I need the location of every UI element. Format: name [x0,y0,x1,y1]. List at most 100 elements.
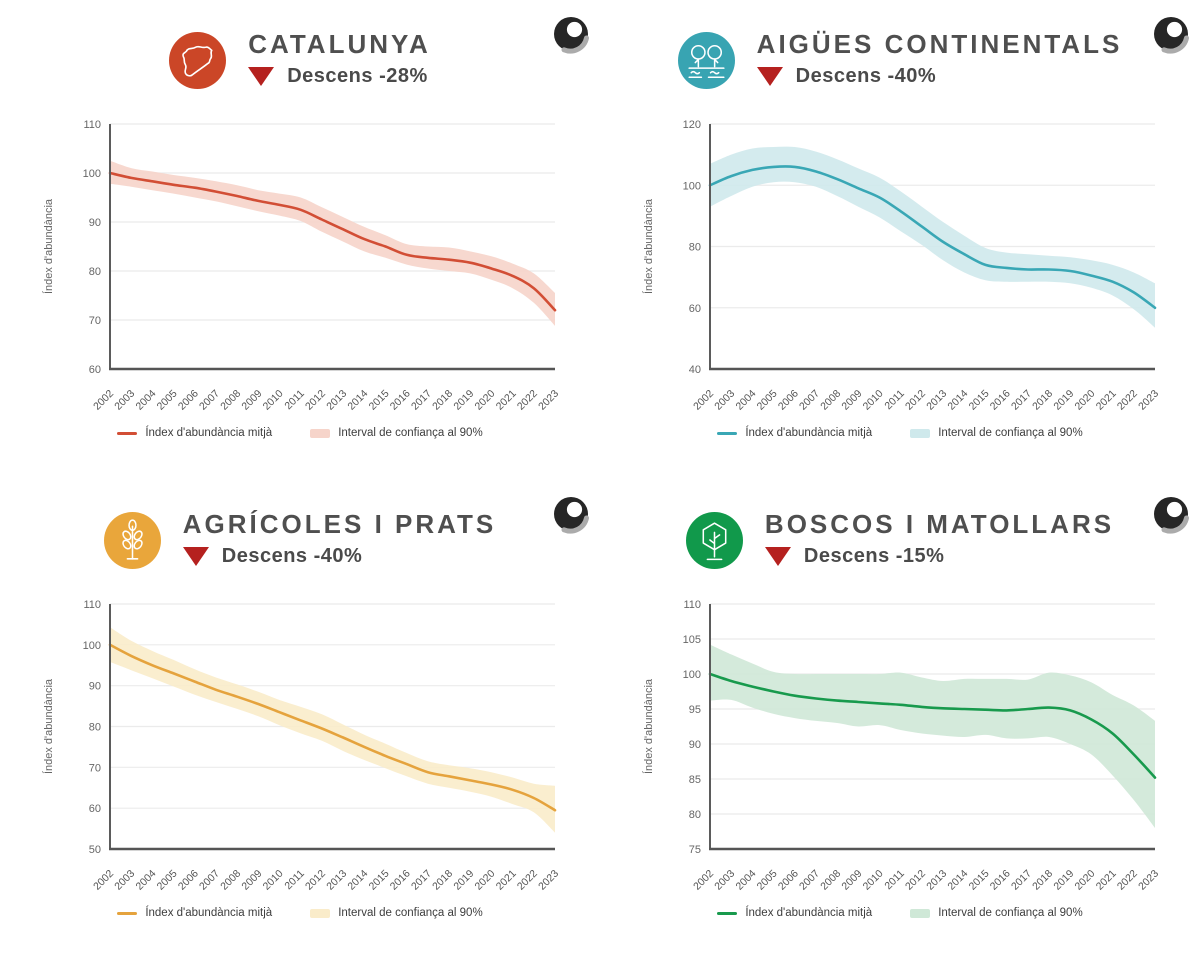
panel-header: AGRÍCOLES I PRATS Descens -40% [0,510,600,569]
svg-text:100: 100 [683,180,701,192]
abundance-chart-boscos: 75 80 85 90 95 100 105 110 2002 2003 2004 2005 2006 2… [635,592,1165,927]
legend-line-label: Índex d'abundància mitjà [745,907,873,919]
svg-text:75: 75 [689,844,701,856]
svg-text:2020: 2020 [1073,868,1098,893]
svg-text:2023: 2023 [1136,388,1161,413]
legend-line-item: Índex d'abundància mitjà [717,427,872,439]
svg-text:2014: 2014 [345,388,370,413]
svg-text:100: 100 [683,669,701,681]
abundance-chart-agricoles: 50 60 70 80 90 100 110 2002 2003 2004 2005 2006 2007… [35,592,565,927]
svg-text:90: 90 [689,739,701,751]
panel-header: AIGÜES CONTINENTALS Descens -40% [600,30,1200,89]
panel-title: AGRÍCOLES I PRATS [182,509,497,539]
svg-text:60: 60 [689,303,701,315]
trend-down-icon [756,66,783,86]
svg-text:2021: 2021 [1094,868,1119,893]
svg-text:2019: 2019 [451,388,476,413]
svg-text:110: 110 [83,599,101,611]
ico-logo-icon [554,17,589,54]
svg-text:2021: 2021 [494,868,519,893]
panel-catalunya: CATALUNYA Descens -28% 60 70 80 90 100 110 200… [0,0,600,480]
svg-text:2016: 2016 [388,868,413,893]
svg-text:2006: 2006 [176,868,201,893]
trend-down-icon [248,66,275,86]
legend-band-item: Interval de confiança al 90% [910,907,1083,919]
svg-text:2019: 2019 [1051,868,1076,893]
trend-row: Descens -28% [248,65,431,88]
legend-band-item: Interval de confiança al 90% [310,907,483,919]
svg-text:2011: 2011 [882,388,907,413]
svg-text:2014: 2014 [345,868,370,893]
svg-text:100: 100 [83,640,101,652]
svg-text:2019: 2019 [1051,388,1076,413]
ico-logo-icon [1154,17,1189,54]
legend-band-item: Interval de confiança al 90% [310,427,483,439]
svg-text:80: 80 [689,242,701,254]
svg-text:2009: 2009 [839,868,864,893]
svg-text:2008: 2008 [818,868,843,893]
svg-text:2020: 2020 [473,868,498,893]
chart-legend: Índex d'abundància mitjà Interval de con… [600,907,1200,919]
legend-band-swatch [310,908,331,918]
svg-text:2023: 2023 [536,388,561,413]
svg-text:2018: 2018 [1030,868,1055,893]
svg-text:100: 100 [83,168,101,180]
panel-title: AIGÜES CONTINENTALS [756,29,1123,59]
chart-legend: Índex d'abundància mitjà Interval de con… [0,907,600,919]
svg-text:2016: 2016 [988,388,1013,413]
svg-text:2017: 2017 [1009,868,1034,893]
svg-text:2006: 2006 [776,868,801,893]
trend-down-icon [764,546,791,566]
svg-text:2021: 2021 [494,388,519,413]
svg-text:90: 90 [89,217,101,229]
svg-text:2019: 2019 [451,868,476,893]
svg-text:2013: 2013 [324,868,349,893]
ico-logo-icon [1154,497,1189,534]
svg-text:2005: 2005 [155,868,180,893]
svg-text:2015: 2015 [967,868,992,893]
svg-text:2004: 2004 [733,868,758,893]
svg-text:2018: 2018 [1030,388,1055,413]
panel-header: CATALUNYA Descens -28% [0,30,600,89]
svg-text:85: 85 [689,774,701,786]
svg-text:120: 120 [683,119,701,131]
panel-title: CATALUNYA [248,29,431,59]
svg-text:95: 95 [689,704,701,716]
svg-text:2009: 2009 [239,868,264,893]
panel-agricoles-i-prats: AGRÍCOLES I PRATS Descens -40% 50 60 70 80 9… [0,480,600,960]
svg-text:2023: 2023 [536,868,561,893]
svg-text:50: 50 [89,844,101,856]
svg-text:60: 60 [89,803,101,815]
svg-text:2004: 2004 [133,868,158,893]
trend-label: Descens -40% [795,64,937,87]
ico-logo-icon [554,497,589,534]
legend-line-item: Índex d'abundància mitjà [117,427,272,439]
svg-text:2003: 2003 [712,388,737,413]
svg-text:2005: 2005 [755,388,780,413]
svg-text:2011: 2011 [282,388,307,413]
svg-text:2003: 2003 [112,388,137,413]
svg-text:2008: 2008 [218,868,243,893]
legend-band-swatch [910,428,931,438]
svg-text:2010: 2010 [861,868,886,893]
trend-row: Descens -15% [764,545,1114,568]
svg-text:2005: 2005 [755,868,780,893]
svg-text:2012: 2012 [903,868,928,893]
svg-text:Índex d'abundància: Índex d'abundància [42,678,55,774]
abundance-chart-aigues: 40 60 80 100 120 2002 2003 2004 2005 2006 2007 2008… [635,112,1165,447]
svg-text:2002: 2002 [691,388,716,413]
svg-text:80: 80 [689,809,701,821]
svg-text:2004: 2004 [733,388,758,413]
svg-text:2012: 2012 [303,388,328,413]
legend-band-label: Interval de confiança al 90% [938,907,1083,919]
wheat-stalk-icon [103,512,161,569]
svg-text:2010: 2010 [261,868,286,893]
chart-legend: Índex d'abundància mitjà Interval de con… [0,427,600,439]
svg-text:2020: 2020 [1073,388,1098,413]
svg-text:2011: 2011 [282,868,307,893]
panel-boscos-i-matollars: BOSCOS I MATOLLARS Descens -15% 75 80 85 90… [600,480,1200,960]
svg-text:2013: 2013 [324,388,349,413]
svg-text:70: 70 [89,315,101,327]
svg-text:70: 70 [89,762,101,774]
